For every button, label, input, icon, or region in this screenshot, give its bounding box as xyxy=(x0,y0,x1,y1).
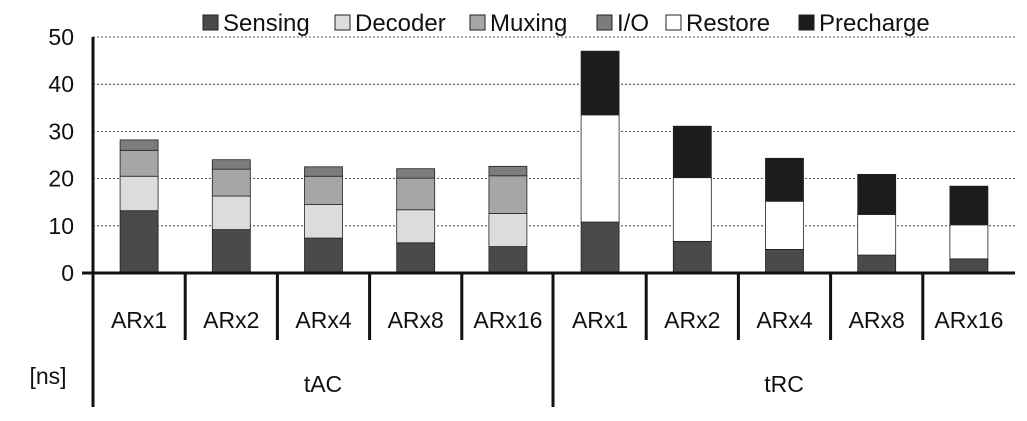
unit-label: [ns] xyxy=(29,363,66,389)
legend-label-precharge: Precharge xyxy=(819,10,930,37)
bar-muxing-4 xyxy=(396,177,436,211)
y-tick-label: 20 xyxy=(48,166,74,192)
bar-restore-10 xyxy=(949,224,989,260)
legend-label-restore: Restore xyxy=(686,10,770,37)
y-tick-label: 50 xyxy=(48,24,74,50)
bar-sensing-4 xyxy=(396,242,436,274)
y-tick-label: 40 xyxy=(48,71,74,97)
x-tick-label: ARx16 xyxy=(473,307,542,333)
bar-sensing-1 xyxy=(119,210,159,274)
bar-sensing-10 xyxy=(949,258,989,274)
group-label-trc: tRC xyxy=(764,371,804,397)
x-tick-label: ARx2 xyxy=(664,307,720,333)
bar-sensing-9 xyxy=(857,254,897,274)
bar-sensing-6 xyxy=(580,221,620,274)
x-tick-label: ARx4 xyxy=(295,307,351,333)
bar-i-o-2 xyxy=(211,159,251,170)
bar-decoder-3 xyxy=(304,204,343,239)
bar-i-o-1 xyxy=(119,139,159,151)
bar-sensing-2 xyxy=(211,229,251,274)
legend-background xyxy=(188,4,946,36)
y-tick-label: 0 xyxy=(61,260,74,286)
x-tick-label: ARx8 xyxy=(388,307,444,333)
bar-restore-8 xyxy=(765,200,804,250)
legend-swatch-i-o xyxy=(596,14,613,31)
bar-i-o-5 xyxy=(488,165,528,177)
bar-sensing-5 xyxy=(488,246,528,274)
bar-decoder-5 xyxy=(488,213,528,247)
legend-label-sensing: Sensing xyxy=(223,10,310,37)
legend-label-decoder: Decoder xyxy=(355,10,446,37)
legend-swatch-decoder xyxy=(334,14,351,31)
bar-muxing-2 xyxy=(211,168,251,197)
bar-muxing-5 xyxy=(488,175,528,214)
bar-i-o-3 xyxy=(304,166,343,177)
bar-restore-9 xyxy=(857,214,897,256)
legend-label-i-o: I/O xyxy=(617,10,649,37)
bar-decoder-4 xyxy=(396,209,436,244)
bar-sensing-3 xyxy=(304,237,343,274)
legend: Sensing Decoder Muxing I/O Restore Precharge xyxy=(188,4,946,37)
x-tick-label: ARx8 xyxy=(849,307,905,333)
y-tick-label: 10 xyxy=(48,213,74,239)
bar-restore-7 xyxy=(672,177,712,242)
axes xyxy=(82,37,1015,407)
bar-sensing-8 xyxy=(765,248,804,274)
legend-swatch-sensing xyxy=(202,14,219,31)
legend-swatch-restore xyxy=(665,14,682,31)
bars xyxy=(119,50,989,274)
bar-decoder-2 xyxy=(211,195,251,230)
x-tick-label: ARx1 xyxy=(111,307,167,333)
bar-muxing-3 xyxy=(304,175,343,205)
bar-decoder-1 xyxy=(119,175,159,212)
bar-precharge-8 xyxy=(765,157,804,202)
bar-precharge-6 xyxy=(580,50,620,116)
bar-precharge-7 xyxy=(672,125,712,179)
bar-restore-6 xyxy=(580,114,620,223)
bar-precharge-9 xyxy=(857,173,897,215)
y-tick-label: 30 xyxy=(48,118,74,144)
legend-label-muxing: Muxing xyxy=(490,10,567,37)
group-label-tac: tAC xyxy=(304,371,342,397)
bar-muxing-1 xyxy=(119,149,159,177)
legend-swatch-precharge xyxy=(798,14,815,31)
bar-precharge-10 xyxy=(949,185,989,226)
bar-i-o-4 xyxy=(396,168,436,179)
labels: 0 10 20 30 40 50 ARx1 ARx2 ARx4 ARx8 ARx16 tAC ARx1 A… xyxy=(29,24,1003,397)
legend-swatch-muxing xyxy=(469,14,486,31)
x-tick-label: ARx1 xyxy=(572,307,628,333)
x-tick-label: ARx2 xyxy=(203,307,259,333)
x-tick-label: ARx4 xyxy=(756,307,812,333)
bar-sensing-7 xyxy=(672,240,712,274)
x-tick-label: ARx16 xyxy=(934,307,1003,333)
